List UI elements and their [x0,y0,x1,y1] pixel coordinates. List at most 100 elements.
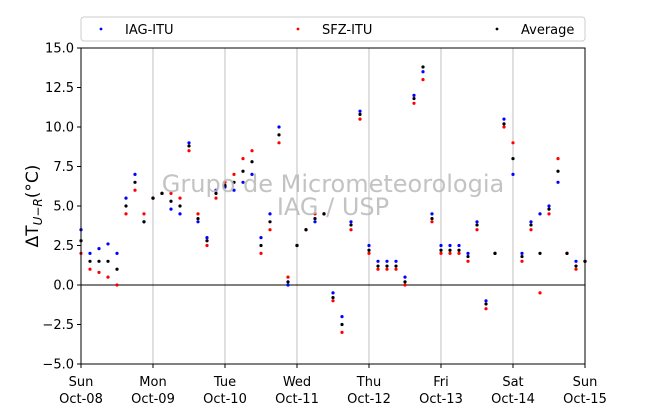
data-point [160,191,164,195]
data-point [385,267,389,271]
data-point [124,212,128,216]
data-point [142,212,146,216]
data-point [340,330,344,334]
data-point [97,270,101,274]
watermark-line-2: IAG / USP [277,193,389,221]
data-point [556,169,560,173]
data-point [133,172,137,176]
data-point [457,243,461,248]
data-point [115,283,119,287]
x-tick-label-date: Oct-13 [419,392,463,407]
data-point [205,236,209,240]
data-point [502,125,506,129]
data-point [232,172,236,176]
data-point [511,157,515,161]
data-point [241,169,245,173]
data-point [322,212,326,216]
x-tick-label-day: Tue [213,375,236,390]
data-point [466,259,470,263]
data-point [259,251,263,255]
data-point [556,180,560,184]
data-point [187,141,191,145]
data-point [241,180,245,184]
data-point [385,259,389,263]
data-point [475,220,479,224]
data-point [484,299,488,303]
data-point [412,93,416,97]
data-point [502,117,506,121]
data-point [331,291,335,295]
data-point [250,149,254,153]
data-point [313,217,317,221]
data-point [250,172,254,176]
data-point [268,212,272,216]
y-tick-label: 10.0 [45,121,74,136]
x-tick-label-day: Mon [139,375,166,390]
data-point [178,204,182,208]
data-point [151,196,155,200]
data-point [259,236,263,240]
data-point [466,251,470,255]
data-point [376,267,380,271]
y-tick-label: 7.5 [53,160,74,175]
data-point [286,280,290,284]
data-point [394,259,398,263]
data-point [367,251,371,255]
data-point [448,251,452,255]
data-point [169,207,173,211]
data-point [124,204,128,208]
data-point [421,70,425,74]
data-point [241,157,245,161]
data-point [367,248,371,252]
data-point [196,212,200,216]
data-point [349,220,353,224]
y-tick-label: 5.0 [53,200,74,215]
data-point [466,254,470,259]
x-axis: Sun Oct-08 Mon Oct-09 Tue Oct-10 Wed Oct-11 Thu O… [59,364,607,407]
x-tick-label-date: Oct-10 [203,392,247,407]
data-point [538,212,542,216]
data-point [196,217,200,221]
data-point [574,264,578,268]
data-point [484,302,488,306]
data-point [97,259,101,263]
data-point [106,242,110,246]
x-tick-label-date: Oct-14 [491,392,535,407]
data-point [340,322,344,327]
legend-label-sfz-itu: SFZ-ITU [322,23,372,38]
data-point [511,172,515,176]
data-point [223,183,227,188]
y-axis-label-main: ΔT [23,225,43,248]
data-point [214,196,218,200]
data-point [475,228,479,232]
data-point [385,264,389,268]
data-point [439,251,443,255]
watermark-line-1: Grupo de Micrometeorologia [162,170,504,198]
data-point [205,239,209,243]
data-point [277,125,281,129]
x-tick-label-date: Oct-11 [275,392,319,407]
x-tick-label-date: Oct-15 [563,392,607,407]
x-tick-label-day: Fri [433,375,449,390]
y-tick-label: 0.0 [53,279,74,294]
data-point [394,264,398,268]
data-point [457,251,461,255]
data-point [439,243,443,248]
data-point [88,251,92,255]
data-point [214,188,218,192]
data-point [214,191,218,195]
legend-frame [80,16,586,42]
data-point [340,315,344,319]
data-point [574,267,578,271]
legend-marker-iag-itu [99,27,103,31]
data-point [268,220,272,224]
data-point [457,248,461,252]
x-grid [152,48,514,364]
data-point [412,96,416,101]
data-point [115,251,119,255]
data-point [187,144,191,148]
data-point [178,196,182,200]
data-point [286,283,290,287]
series-layer [79,65,587,334]
data-point [430,212,434,216]
